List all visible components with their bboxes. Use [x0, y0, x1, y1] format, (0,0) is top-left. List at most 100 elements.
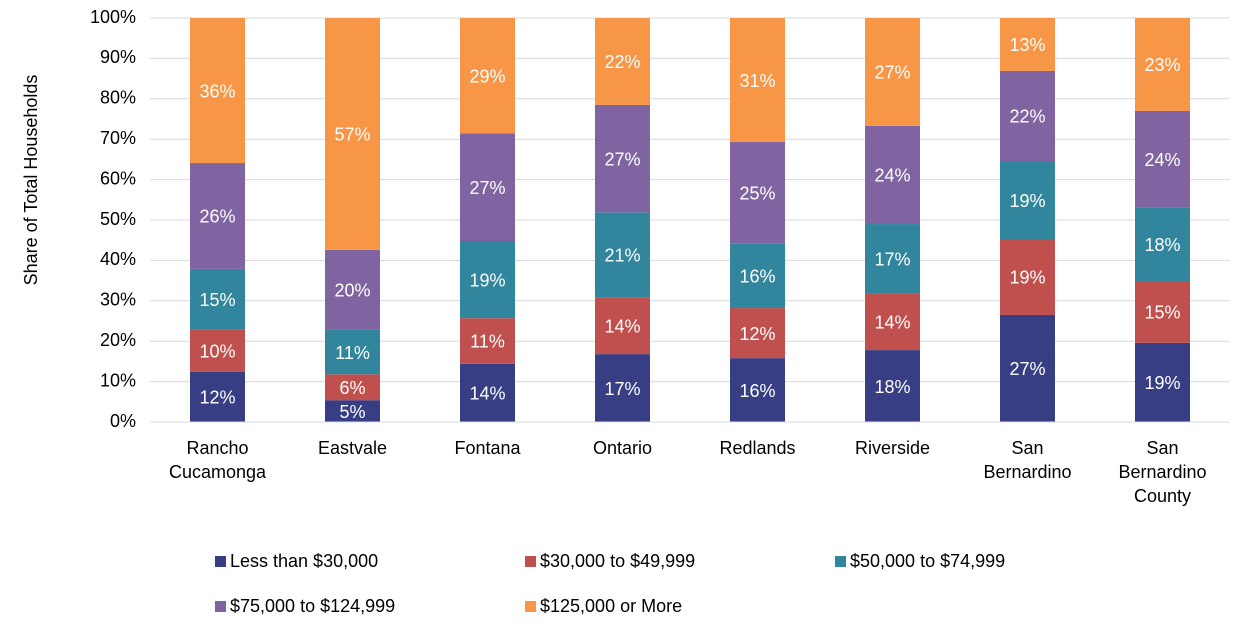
bar-segment — [1135, 342, 1190, 422]
legend-swatch — [835, 556, 846, 567]
bar-segment — [595, 354, 650, 422]
value-label: 12% — [199, 388, 235, 408]
bar-segment — [595, 212, 650, 298]
bar-segment — [730, 142, 785, 244]
bar-segment — [190, 371, 245, 422]
y-tick-label: 20% — [100, 330, 136, 350]
legend-item: $125,000 or More — [525, 596, 682, 617]
bar-segment — [460, 18, 515, 134]
value-label: 25% — [739, 184, 775, 204]
value-label: 26% — [199, 207, 235, 227]
value-label: 22% — [1009, 107, 1045, 127]
bar-segment — [865, 125, 920, 225]
value-label: 22% — [604, 52, 640, 72]
y-tick-label: 90% — [100, 47, 136, 67]
x-tick-label: Ontario — [592, 438, 653, 458]
value-label: 31% — [739, 71, 775, 91]
value-label: 27% — [469, 178, 505, 198]
bar-segment — [460, 241, 515, 319]
value-label: 15% — [199, 290, 235, 310]
legend-label: $75,000 to $124,999 — [230, 596, 396, 616]
y-tick-label: 40% — [100, 249, 136, 269]
value-label: 14% — [874, 312, 910, 332]
legend-label: $50,000 to $74,999 — [850, 551, 1006, 571]
value-label: 16% — [739, 267, 775, 287]
value-label: 17% — [874, 249, 910, 269]
y-axis-label: Share of Total Households — [21, 75, 41, 286]
bar-segment — [730, 308, 785, 359]
value-label: 18% — [1144, 235, 1180, 255]
legend-swatch — [525, 556, 536, 567]
value-label: 36% — [199, 81, 235, 101]
bar-segment — [1135, 207, 1190, 282]
value-label: 10% — [199, 342, 235, 362]
bar-segment — [1000, 238, 1055, 315]
x-tick-label: Riverside — [854, 438, 931, 458]
bar-segment — [730, 243, 785, 309]
bar-segment — [460, 318, 515, 364]
value-label: 16% — [739, 381, 775, 401]
bar-segment — [190, 163, 245, 269]
legend-item: $75,000 to $124,999 — [215, 596, 395, 617]
value-label: 19% — [1144, 373, 1180, 393]
bar-segment — [865, 224, 920, 294]
x-tick-label: Rancho Cucamonga — [168, 438, 267, 482]
y-tick-label: 80% — [100, 88, 136, 108]
bar-segment — [1000, 314, 1055, 422]
bar-segment — [190, 268, 245, 330]
value-label: 17% — [604, 379, 640, 399]
bar-segment — [730, 18, 785, 143]
bar-segment — [1135, 110, 1190, 208]
bar-segment — [325, 18, 380, 250]
value-label: 29% — [469, 67, 505, 87]
bar-segment — [865, 18, 920, 126]
bar-segment — [1135, 281, 1190, 343]
value-label: 24% — [874, 166, 910, 186]
value-label: 23% — [1144, 55, 1180, 75]
bar-segment — [1135, 18, 1190, 111]
legend-swatch — [215, 601, 226, 612]
bar-segment — [325, 329, 380, 375]
bar-segment — [460, 363, 515, 422]
value-label: 13% — [1009, 35, 1045, 55]
x-tick-label: Eastvale — [317, 438, 388, 458]
bar-segment — [865, 293, 920, 351]
legend-item: $30,000 to $49,999 — [525, 551, 695, 572]
legend-label: $30,000 to $49,999 — [540, 551, 696, 571]
bar-segment — [190, 18, 245, 164]
value-label: 18% — [874, 377, 910, 397]
value-label: 12% — [739, 324, 775, 344]
bar-segment — [1000, 70, 1055, 162]
y-tick-label: 0% — [110, 411, 136, 431]
value-label: 57% — [334, 125, 370, 145]
value-label: 14% — [604, 316, 640, 336]
value-label: 5% — [339, 402, 365, 422]
y-tick-label: 10% — [100, 370, 136, 390]
value-label: 27% — [874, 63, 910, 83]
bar-segment — [190, 329, 245, 372]
bar-segment — [325, 249, 380, 330]
value-label: 15% — [1144, 303, 1180, 323]
bar-segment — [1000, 18, 1055, 71]
value-label: 19% — [1009, 268, 1045, 288]
value-label: 20% — [334, 281, 370, 301]
legend-swatch — [215, 556, 226, 567]
y-tick-label: 60% — [100, 168, 136, 188]
y-tick-label: 100% — [90, 7, 136, 27]
value-label: 11% — [335, 343, 370, 363]
value-label: 11% — [470, 332, 505, 352]
bar-segment — [325, 374, 380, 401]
legend-label: $125,000 or More — [540, 596, 683, 616]
bar-segment — [730, 358, 785, 422]
value-label: 6% — [339, 378, 365, 398]
bar-segment — [595, 18, 650, 105]
bar-segment — [1000, 161, 1055, 239]
x-tick-label: Fontana — [454, 438, 521, 458]
legend-swatch — [525, 601, 536, 612]
bar-segment — [595, 297, 650, 355]
bar-segment — [865, 350, 920, 422]
bar-segment — [595, 104, 650, 213]
bar-segment — [460, 133, 515, 242]
value-label: 19% — [469, 270, 505, 290]
